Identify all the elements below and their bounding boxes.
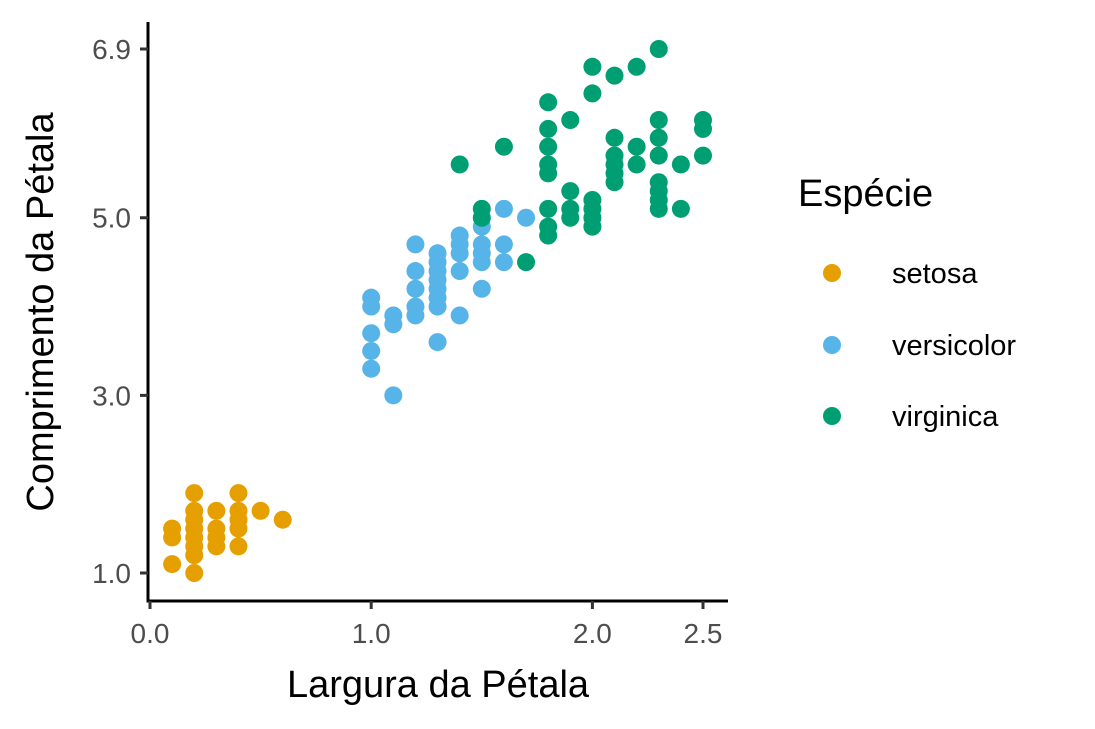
point-versicolor-26 [472, 279, 491, 298]
point-virginica-40 [671, 199, 690, 218]
point-setosa-3 [185, 564, 204, 582]
point-versicolor-13 [428, 333, 447, 352]
point-setosa-14 [207, 501, 226, 520]
point-setosa-2 [163, 519, 182, 538]
point-versicolor-1 [362, 341, 381, 360]
point-versicolor-2 [362, 324, 381, 343]
point-setosa-21 [273, 510, 292, 529]
point-versicolor-21 [450, 306, 469, 325]
point-virginica-26 [605, 146, 624, 165]
point-versicolor-32 [494, 235, 513, 254]
point-virginica-0 [450, 155, 469, 174]
point-virginica-29 [627, 155, 646, 174]
point-setosa-9 [185, 501, 204, 520]
point-virginica-31 [627, 57, 646, 76]
point-versicolor-22 [450, 262, 469, 281]
y-tick-label-0: 1.0 [92, 558, 131, 589]
y-tick-label-3: 6.9 [92, 34, 131, 65]
point-versicolor-10 [406, 279, 425, 298]
point-versicolor-20 [428, 244, 447, 263]
legend-title: Espécie [798, 173, 933, 215]
point-setosa-0 [163, 555, 182, 574]
point-virginica-6 [539, 217, 558, 236]
point-versicolor-4 [362, 288, 381, 307]
legend-key-virginica [823, 407, 841, 425]
point-virginica-16 [561, 111, 580, 130]
point-versicolor-7 [384, 306, 403, 325]
point-setosa-19 [229, 484, 248, 503]
point-virginica-10 [539, 137, 558, 156]
point-versicolor-12 [406, 235, 425, 254]
point-setosa-20 [251, 501, 270, 520]
point-setosa-13 [207, 519, 226, 538]
point-virginica-30 [627, 137, 646, 156]
point-setosa-10 [185, 484, 204, 503]
point-virginica-35 [649, 173, 668, 192]
point-virginica-14 [561, 199, 580, 218]
point-virginica-28 [605, 66, 624, 85]
point-virginica-41 [671, 155, 690, 174]
x-tick-label-3: 2.5 [684, 618, 723, 649]
point-versicolor-29 [472, 235, 491, 254]
point-versicolor-31 [494, 253, 513, 272]
legend-label-virginica: virginica [892, 401, 999, 433]
x-tick-label-1: 1.0 [352, 618, 391, 649]
legend-key-setosa [823, 264, 841, 282]
point-virginica-15 [561, 182, 580, 201]
point-versicolor-5 [384, 386, 403, 405]
point-virginica-42 [694, 146, 712, 165]
point-virginica-11 [539, 119, 558, 138]
point-versicolor-9 [406, 297, 425, 316]
point-versicolor-25 [450, 226, 469, 245]
y-tick-label-1: 3.0 [92, 380, 131, 411]
point-versicolor-33 [494, 199, 513, 218]
point-virginica-44 [694, 111, 712, 130]
point-setosa-15 [229, 537, 248, 556]
x-tick-label-2: 2.0 [573, 618, 612, 649]
legend: Espécie setosa versicolor virginica [798, 173, 1016, 433]
point-virginica-3 [494, 137, 513, 156]
point-virginica-20 [583, 190, 602, 209]
legend-entries: setosa versicolor virginica [823, 258, 1016, 433]
point-virginica-36 [649, 146, 668, 165]
point-versicolor-0 [362, 359, 381, 378]
point-virginica-22 [583, 57, 602, 76]
point-virginica-38 [649, 111, 668, 130]
point-virginica-9 [539, 155, 558, 174]
x-tick-label-0: 0.0 [131, 618, 170, 649]
x-ticks: 0.0 1.0 2.0 2.5 [131, 601, 723, 649]
y-ticks: 1.0 3.0 5.0 6.9 [92, 34, 148, 589]
x-axis-title: Largura da Pétala [287, 664, 590, 706]
point-setosa-18 [229, 501, 248, 520]
legend-label-versicolor: versicolor [892, 330, 1016, 362]
point-versicolor-11 [406, 262, 425, 281]
point-virginica-12 [539, 93, 558, 112]
point-virginica-27 [605, 128, 624, 147]
point-virginica-21 [583, 84, 602, 103]
points-layer [163, 40, 712, 582]
y-axis-title: Comprimento da Pétala [20, 112, 62, 512]
point-virginica-4 [517, 253, 536, 272]
point-virginica-39 [649, 40, 668, 58]
y-tick-label-2: 5.0 [92, 203, 131, 234]
point-virginica-7 [539, 199, 558, 218]
legend-key-versicolor [823, 336, 841, 354]
point-virginica-2 [472, 199, 491, 218]
point-versicolor-34 [517, 208, 536, 227]
point-virginica-37 [649, 128, 668, 147]
legend-label-setosa: setosa [892, 258, 978, 290]
